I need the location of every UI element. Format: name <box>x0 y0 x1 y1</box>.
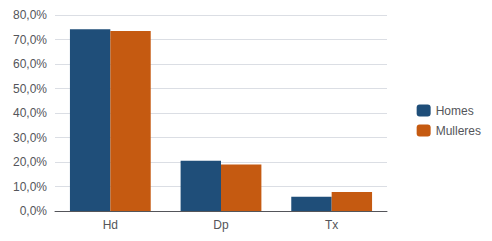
svg-text:80,0%: 80,0% <box>13 8 47 22</box>
svg-text:40,0%: 40,0% <box>13 106 47 120</box>
svg-text:Tx: Tx <box>325 218 338 232</box>
svg-text:Homes: Homes <box>436 104 474 118</box>
svg-text:Mulleres: Mulleres <box>436 124 481 138</box>
svg-text:Dp: Dp <box>213 218 229 232</box>
svg-text:Hd: Hd <box>103 218 118 232</box>
svg-text:50,0%: 50,0% <box>13 82 47 96</box>
svg-text:0,0%: 0,0% <box>20 204 48 218</box>
svg-text:10,0%: 10,0% <box>13 180 47 194</box>
svg-text:70,0%: 70,0% <box>13 33 47 47</box>
svg-text:20,0%: 20,0% <box>13 155 47 169</box>
svg-text:60,0%: 60,0% <box>13 57 47 71</box>
svg-text:30,0%: 30,0% <box>13 131 47 145</box>
